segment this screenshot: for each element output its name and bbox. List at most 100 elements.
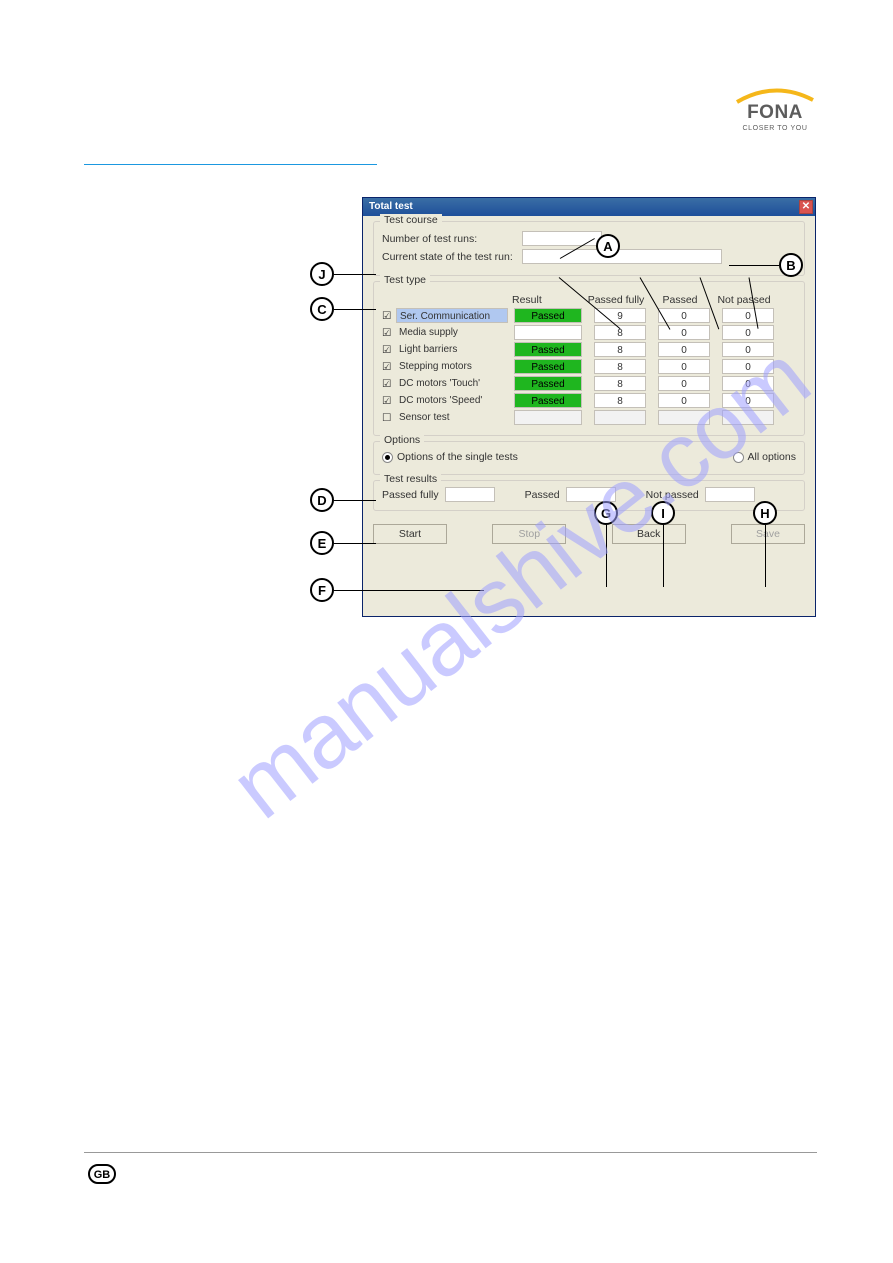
- save-button[interactable]: Save: [731, 524, 805, 544]
- group-test-course: Test course Number of test runs: Current…: [373, 221, 805, 276]
- callout-d: D: [310, 488, 334, 512]
- close-icon[interactable]: ✕: [799, 200, 813, 214]
- result-cell: Passed: [514, 359, 582, 374]
- leader-h: [765, 525, 766, 587]
- table-row: ☑Ser. CommunicationPassed900: [382, 308, 796, 323]
- passed-fully-cell: 8: [594, 359, 646, 374]
- group-results-label: Test results: [380, 473, 441, 485]
- leader-f: [334, 590, 484, 591]
- leader-i: [663, 525, 664, 587]
- back-button[interactable]: Back: [612, 524, 686, 544]
- leader-g: [606, 525, 607, 587]
- leader-j: [334, 274, 376, 275]
- callout-c: C: [310, 297, 334, 321]
- row-checkbox[interactable]: ☑: [382, 395, 396, 407]
- test-name[interactable]: Sensor test: [396, 410, 508, 425]
- callout-h: H: [753, 501, 777, 525]
- result-cell: Passed: [514, 308, 582, 323]
- radio-single-label: Options of the single tests: [397, 451, 518, 463]
- res-not-label: Not passed: [646, 489, 699, 501]
- col-not: Not passed: [712, 294, 776, 306]
- leader-d: [334, 500, 376, 501]
- leader-a-v: [596, 246, 597, 247]
- runs-input[interactable]: [522, 231, 602, 246]
- start-button[interactable]: Start: [373, 524, 447, 544]
- passed-cell: 0: [658, 342, 710, 357]
- passed-cell: 0: [658, 376, 710, 391]
- group-test-type-label: Test type: [380, 274, 430, 286]
- test-name[interactable]: Media supply: [396, 325, 508, 340]
- dialog-title: Total test: [369, 201, 413, 212]
- callout-j: J: [310, 262, 334, 286]
- result-cell: Passed: [514, 376, 582, 391]
- radio-all-options[interactable]: All options: [733, 451, 796, 463]
- state-field: [522, 249, 722, 264]
- button-row: Start Stop Back Save: [363, 516, 815, 550]
- test-name[interactable]: Ser. Communication: [396, 308, 508, 323]
- not-passed-cell: 0: [722, 325, 774, 340]
- callout-f: F: [310, 578, 334, 602]
- result-cell: [514, 325, 582, 340]
- passed-cell: 0: [658, 325, 710, 340]
- row-checkbox[interactable]: ☑: [382, 378, 396, 390]
- passed-fully-cell: 8: [594, 342, 646, 357]
- not-passed-cell: 0: [722, 393, 774, 408]
- section-underline: [84, 164, 377, 165]
- test-name[interactable]: Stepping motors: [396, 359, 508, 374]
- table-row: ☑DC motors 'Touch'Passed800: [382, 376, 796, 391]
- callout-i: I: [651, 501, 675, 525]
- stop-button[interactable]: Stop: [492, 524, 566, 544]
- row-checkbox[interactable]: ☐: [382, 412, 396, 424]
- not-passed-cell: [722, 410, 774, 425]
- runs-label: Number of test runs:: [382, 233, 522, 245]
- result-cell: [514, 410, 582, 425]
- passed-fully-cell: 8: [594, 393, 646, 408]
- callout-a: A: [596, 234, 620, 258]
- res-not-field: [705, 487, 755, 502]
- radio-all-label: All options: [748, 451, 796, 463]
- leader-e: [334, 543, 376, 544]
- result-cell: Passed: [514, 393, 582, 408]
- footer-rule: [84, 1152, 817, 1153]
- callout-b: B: [779, 253, 803, 277]
- group-options-label: Options: [380, 434, 424, 446]
- test-name[interactable]: DC motors 'Speed': [396, 393, 508, 408]
- leader-c: [334, 309, 376, 310]
- row-checkbox[interactable]: ☑: [382, 310, 396, 322]
- row-checkbox[interactable]: ☑: [382, 344, 396, 356]
- group-test-type: Test type Result Passed fully Passed Not…: [373, 281, 805, 436]
- passed-fully-cell: [594, 410, 646, 425]
- group-test-course-label: Test course: [380, 214, 442, 226]
- passed-cell: 0: [658, 393, 710, 408]
- radio-single-tests[interactable]: Options of the single tests: [382, 451, 518, 463]
- row-checkbox[interactable]: ☑: [382, 361, 396, 373]
- callout-e: E: [310, 531, 334, 555]
- passed-cell: [658, 410, 710, 425]
- table-row: ☑Stepping motorsPassed800: [382, 359, 796, 374]
- res-full-label: Passed fully: [382, 489, 439, 501]
- passed-fully-cell: 8: [594, 376, 646, 391]
- callout-g: G: [594, 501, 618, 525]
- not-passed-cell: 0: [722, 342, 774, 357]
- logo-swoosh-icon: [735, 86, 815, 108]
- col-result: Result: [512, 294, 584, 306]
- not-passed-cell: 0: [722, 359, 774, 374]
- col-passed: Passed: [648, 294, 712, 306]
- total-test-dialog: Total test ✕ Test course Number of test …: [362, 197, 816, 617]
- logo-tagline: CLOSER TO YOU: [735, 125, 815, 132]
- table-row: ☑DC motors 'Speed'Passed800: [382, 393, 796, 408]
- table-row: ☑Light barriersPassed800: [382, 342, 796, 357]
- page: FONA CLOSER TO YOU Total test ✕ Test cou…: [0, 0, 893, 1263]
- test-name[interactable]: Light barriers: [396, 342, 508, 357]
- passed-cell: 0: [658, 359, 710, 374]
- res-passed-field: [566, 487, 616, 502]
- language-badge: GB: [88, 1164, 116, 1184]
- table-row: ☐Sensor test: [382, 410, 796, 425]
- row-checkbox[interactable]: ☑: [382, 327, 396, 339]
- group-results: Test results Passed fully Passed Not pas…: [373, 480, 805, 511]
- not-passed-cell: 0: [722, 308, 774, 323]
- brand-logo: FONA CLOSER TO YOU: [735, 86, 815, 132]
- result-cell: Passed: [514, 342, 582, 357]
- res-passed-label: Passed: [525, 489, 560, 501]
- test-name[interactable]: DC motors 'Touch': [396, 376, 508, 391]
